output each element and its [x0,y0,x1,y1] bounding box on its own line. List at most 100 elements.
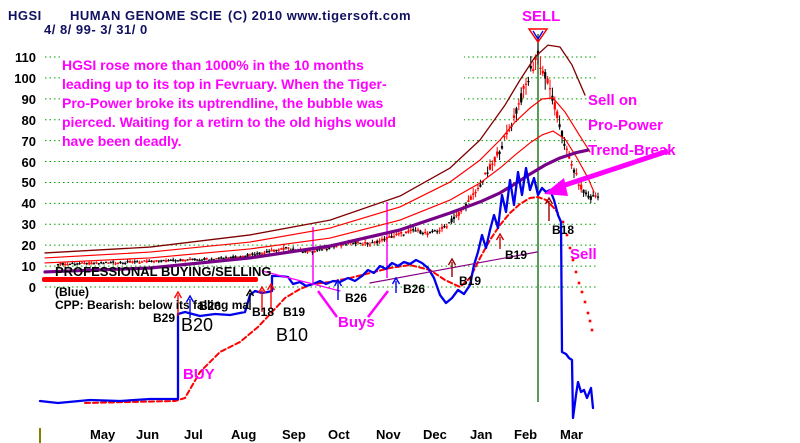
y-tick-80: 80 [21,112,36,128]
candle-body [188,258,192,261]
candle-body [512,115,516,118]
candle-body [476,187,480,190]
candle-body [85,263,88,265]
cpp-ma-dot [577,281,581,285]
candle-body [570,163,573,166]
candle-body [371,242,374,244]
candle-body [284,247,288,249]
candle-body [229,256,232,259]
sell-right-label: Sell [570,246,597,263]
buy-signal-label-b10: B10 [276,325,309,345]
candle-body [404,231,408,234]
candle-body [205,258,208,260]
ticker-symbol: HGSI [8,8,42,23]
candle-body [344,244,348,246]
candle-body [419,230,422,234]
y-tick-50: 50 [21,175,36,191]
candle-body [316,249,319,251]
y-tick-90: 90 [21,91,36,107]
candle-body [92,263,96,265]
candle-body [409,229,412,231]
candle-body [505,132,508,135]
candle-body [97,263,100,265]
candle-body [64,263,67,265]
candle-body [71,262,74,265]
candle-body [191,258,194,260]
candle-body [308,250,312,252]
candle-body [445,226,448,228]
buy-signal-label-b26: B26 [403,282,426,296]
candle-body [335,246,338,248]
cpp-ma-dot [590,328,594,332]
candle-body [116,262,120,264]
candle-body [448,222,451,224]
candle-body [486,172,489,174]
candle-body [133,261,136,263]
month-label-dec: Dec [423,427,447,442]
candle-body [275,249,278,252]
cpp-ma-dot [580,290,584,294]
candle-body [524,83,528,85]
candle-body [436,231,439,233]
candle-body [553,102,556,110]
candle-body [529,65,532,69]
candle-body [179,259,182,262]
cpp-ma-dot [561,220,565,224]
professional-buying-selling-label: PROFESSIONAL BUYING/SELLING [55,264,272,279]
candle-body [174,260,177,262]
candle-body [376,240,379,244]
candle-body [280,248,283,250]
candle-body [508,129,511,131]
pro-power-line [43,148,590,274]
red-underline [42,277,258,282]
buys-pointer-line [367,290,389,318]
candle-body [73,264,76,266]
candle-body [128,260,132,263]
candle-body [503,136,506,138]
candle-body [493,157,496,162]
candle-body [402,234,405,236]
candle-body [287,247,290,249]
candle-body [469,196,472,200]
candle-body [539,67,542,70]
candle-body [203,258,206,261]
buy-arrow-head [544,196,554,205]
candle-body [388,236,391,238]
buy-signal-label-b18: B18 [252,305,275,319]
candle-body [145,260,148,263]
cpp-ma-dot [574,270,578,274]
cpp-ma-dot [571,258,575,262]
candle-body [164,260,168,262]
candle-body [474,191,477,194]
annotation-paragraph: HGSI rose more than 1000% in the 10 mont… [60,56,464,151]
candle-body [193,258,196,261]
candle-body [332,246,336,248]
cpp-blue-line [38,166,595,420]
inner-band-red [44,130,595,264]
buy-arrow-head [391,276,401,285]
buy-arrow-head [266,282,276,291]
cpp-status-text: CPP: Bearish: below its falling ma [55,298,250,312]
buy-signal-label-b29: B29 [153,311,176,325]
buy-arrow-head [257,285,267,294]
candle-body [109,262,112,264]
candle-body [426,233,429,235]
outer-band-maroon [44,44,586,254]
candle-body [414,230,417,232]
candle-body [488,164,492,170]
candle-body [340,245,343,247]
candle-body [160,260,163,262]
y-tick-60: 60 [21,154,36,170]
candle-body [172,259,175,262]
cpp-mini-trendline [261,270,341,292]
candle-body [138,262,141,264]
buy-signal-label-b19: B19 [505,248,528,262]
candle-body [224,257,228,259]
candle-body [59,263,62,265]
sell-marker-inner [532,30,544,41]
month-label-sep: Sep [282,427,306,442]
candle-body [452,216,456,220]
candle-body [121,262,124,264]
candle-body [440,226,444,230]
copyright-text: (C) 2010 www.tigersoft.com [228,8,411,23]
